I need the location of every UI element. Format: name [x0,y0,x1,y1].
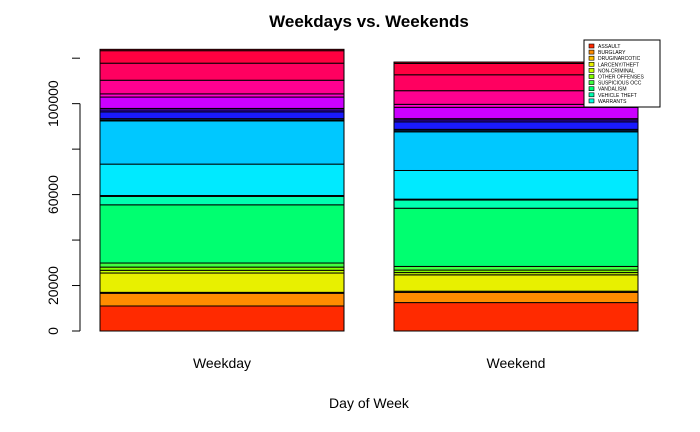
bar-segment-weekday-22 [99,48,345,52]
bar-segment-weekend-17 [393,106,639,120]
bar-segment-weekday-3 [99,272,345,293]
y-tick-label: 0 [45,327,61,335]
x-axis-title: Day of Week [329,395,410,411]
bars-group [99,48,639,332]
y-tick-label: 20000 [45,266,61,305]
legend-swatch [588,98,595,104]
bar-segment-weekend-3 [393,274,639,292]
legend-label: NON-CRIMINAL [598,68,635,74]
x-axis-labels: Weekday Weekend [193,355,546,371]
bar-segment-weekday-11 [99,120,345,165]
legend-label: VANDALISM [598,87,627,93]
legend-label: VEHICLE THEFT [598,93,637,99]
y-tick-label: 60000 [45,175,61,214]
x-tick-label-weekend: Weekend [487,355,546,371]
legend-swatch [588,43,595,49]
legend-swatch [588,86,595,91]
bar-segment-weekend-6 [393,265,639,271]
bar-segment-weekday-7 [99,204,345,264]
bar-segment-weekday-20 [99,62,345,81]
bar-segment-weekend-0 [393,302,639,332]
bar-segment-weekday-19 [99,79,345,95]
bar-segment-weekday-1 [99,292,345,307]
bar-segment-weekend-1 [393,291,639,304]
bar-segment-weekday-8 [99,195,345,206]
y-axis: 0 20000 60000 100000 [45,57,81,335]
bar-segment-weekday-14 [99,111,345,120]
bar-segment-weekend-14 [393,121,639,130]
chart-title: Weekdays vs. Weekends [269,12,469,31]
legend-label: DRUG/NARCOTIC [598,56,641,62]
bar-segment-weekend-8 [393,199,639,209]
legend-box [583,39,661,108]
legend-swatch [588,92,595,98]
legend-label: WARRANTS [598,99,627,105]
bar-segment-weekday-6 [99,262,345,268]
y-tick-label: 100000 [45,80,61,127]
legend-label: SUSPICIOUS OCC [598,81,642,87]
legend-swatch [588,68,595,73]
bar-segment-weekday-0 [99,305,345,332]
legend-label: LARCENY/THEFT [598,62,639,68]
legend-label: ASSAULT [598,44,620,50]
bar-segment-weekday-21 [99,50,345,64]
bar-segment-weekend-10 [393,169,639,200]
bar-segment-weekend-7 [393,207,639,267]
legend-swatch [588,74,595,79]
bar-segment-weekday-10 [99,163,345,197]
legend-label: BURGLARY [598,50,626,56]
legend-label: OTHER OFFENSES [598,75,645,81]
legend-swatch [588,61,595,67]
legend-swatch [588,80,595,85]
legend: ASSAULTBURGLARYDRUG/NARCOTICLARCENY/THEF… [583,39,661,108]
legend-swatch [588,55,595,61]
bar-segment-weekday-17 [99,96,345,109]
x-tick-label-weekday: Weekday [193,355,251,371]
legend-swatch [588,49,595,55]
bar-segment-weekend-11 [393,131,639,171]
